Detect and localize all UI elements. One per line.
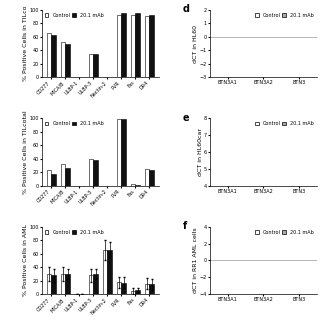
Bar <box>149 284 154 294</box>
Legend: Control, 20.1 mAb: Control, 20.1 mAb <box>44 12 104 18</box>
Bar <box>65 44 70 77</box>
Bar <box>149 15 154 77</box>
Y-axis label: dCT in HL60: dCT in HL60 <box>193 25 198 62</box>
Bar <box>135 290 140 294</box>
Bar <box>122 283 126 294</box>
Y-axis label: % Positive Cells in AML: % Positive Cells in AML <box>23 225 28 297</box>
Bar <box>122 13 126 77</box>
Bar <box>131 291 135 294</box>
Text: f: f <box>183 221 187 231</box>
Legend: Control, 20.1 mAb: Control, 20.1 mAb <box>254 12 314 18</box>
Bar <box>89 54 93 77</box>
Bar <box>47 274 52 294</box>
Bar <box>135 185 140 186</box>
Bar <box>145 169 149 186</box>
Bar <box>61 164 65 186</box>
Bar <box>135 13 140 77</box>
Text: e: e <box>183 113 190 123</box>
Bar <box>93 160 98 186</box>
Y-axis label: % Positive Cells in TILcotal: % Positive Cells in TILcotal <box>23 110 28 194</box>
Bar <box>108 250 112 294</box>
Bar <box>131 15 135 77</box>
Bar <box>89 276 93 294</box>
Bar <box>52 35 56 77</box>
Bar <box>93 54 98 77</box>
Bar <box>65 168 70 186</box>
Legend: Control, 20.1 mAb: Control, 20.1 mAb <box>254 229 314 235</box>
Y-axis label: dCT in RR1 AML cells: dCT in RR1 AML cells <box>193 228 198 293</box>
Y-axis label: % Positive Cells in TILco: % Positive Cells in TILco <box>23 6 28 81</box>
Bar <box>131 184 135 186</box>
Bar <box>52 174 56 186</box>
Bar <box>149 170 154 186</box>
Bar <box>52 276 56 294</box>
Y-axis label: dCT in HL60car: dCT in HL60car <box>197 128 203 176</box>
Bar <box>122 119 126 186</box>
Bar <box>61 274 65 294</box>
Legend: Control, 20.1 mAb: Control, 20.1 mAb <box>44 121 104 126</box>
Bar <box>117 15 122 77</box>
Bar <box>89 159 93 186</box>
Legend: Control, 20.1 mAb: Control, 20.1 mAb <box>254 121 314 126</box>
Bar <box>47 33 52 77</box>
Bar <box>61 42 65 77</box>
Legend: Control, 20.1 mAb: Control, 20.1 mAb <box>44 229 104 235</box>
Bar <box>145 284 149 294</box>
Bar <box>117 119 122 186</box>
Bar <box>65 274 70 294</box>
Bar <box>145 16 149 77</box>
Bar <box>47 170 52 186</box>
Bar <box>117 282 122 294</box>
Bar <box>103 250 108 294</box>
Bar <box>93 274 98 294</box>
Text: d: d <box>183 4 190 14</box>
